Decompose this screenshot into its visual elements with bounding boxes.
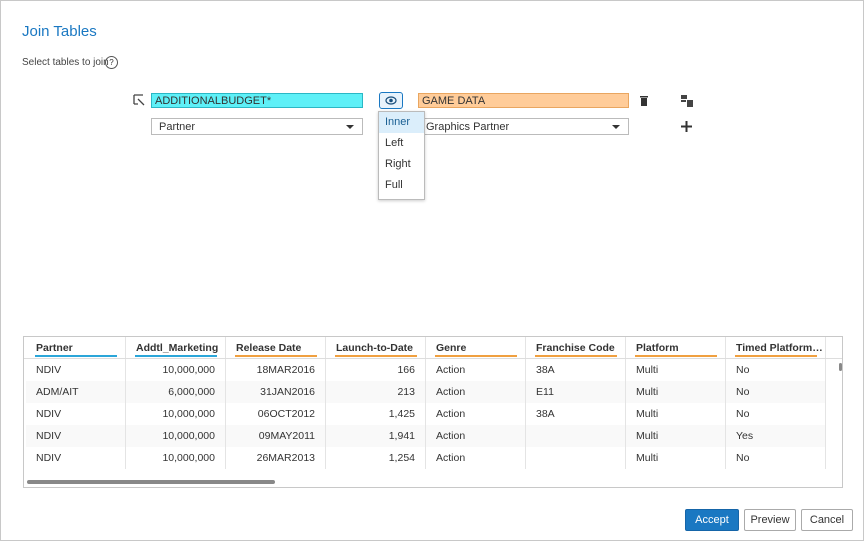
- right-table[interactable]: GAME DATA: [418, 93, 629, 108]
- table-cell: Action: [426, 403, 526, 425]
- column-header[interactable]: Franchise Code: [526, 337, 626, 359]
- join-type-option[interactable]: Right: [385, 158, 411, 170]
- table-cell: 1,254: [326, 447, 426, 469]
- table-cell: Yes: [726, 425, 826, 447]
- preview-button[interactable]: Preview: [744, 509, 796, 531]
- join-type-option[interactable]: Full: [385, 179, 403, 191]
- left-column-select[interactable]: Partner: [151, 118, 363, 135]
- header-underline: [635, 355, 717, 357]
- table-cell: 18MAR2016: [226, 359, 326, 381]
- column-header[interactable]: Addtl_Marketing: [126, 337, 226, 359]
- table-cell: 26MAR2013: [226, 447, 326, 469]
- cancel-button[interactable]: Cancel: [801, 509, 853, 531]
- table-cell: 1,425: [326, 403, 426, 425]
- table-cell: 10,000,000: [126, 359, 226, 381]
- preview-table: Partner Addtl_Marketing Release Date Launch…: [23, 336, 843, 488]
- accept-button[interactable]: Accept: [685, 509, 739, 531]
- table-cell: Action: [426, 381, 526, 403]
- table-cell: ADM/AIT: [26, 381, 126, 403]
- join-type-menu: Inner Left Right Full: [378, 111, 425, 200]
- table-cell: [526, 425, 626, 447]
- column-header[interactable]: Platform: [626, 337, 726, 359]
- header-underline: [335, 355, 417, 357]
- header-underline: [435, 355, 517, 357]
- table-cell: 10,000,000: [126, 447, 226, 469]
- table-cell: 31JAN2016: [226, 381, 326, 403]
- select-icon[interactable]: [133, 94, 145, 106]
- table-cell: [526, 447, 626, 469]
- instruction: Select tables to join: [22, 57, 109, 68]
- table-cell: No: [726, 403, 826, 425]
- join-type-option[interactable]: Inner: [379, 112, 424, 133]
- table-cell: Action: [426, 359, 526, 381]
- table-icon[interactable]: [681, 95, 693, 107]
- table-cell: Multi: [626, 403, 726, 425]
- table-cell: No: [726, 381, 826, 403]
- column-header[interactable]: Release Date: [226, 337, 326, 359]
- table-cell: Multi: [626, 425, 726, 447]
- table-cell: Action: [426, 425, 526, 447]
- table-cell: 10,000,000: [126, 403, 226, 425]
- column-header[interactable]: Launch-to-Date: [326, 337, 426, 359]
- table-cell: Action: [426, 447, 526, 469]
- table-cell: NDIV: [26, 359, 126, 381]
- add-icon[interactable]: [681, 121, 692, 132]
- column-header[interactable]: Genre: [426, 337, 526, 359]
- table-cell: 213: [326, 381, 426, 403]
- table-cell: NDIV: [26, 425, 126, 447]
- join-type-option[interactable]: Left: [385, 137, 404, 149]
- header-rule: [24, 358, 842, 359]
- table-cell: NDIV: [26, 403, 126, 425]
- horizontal-scrollbar: [27, 480, 275, 484]
- table-cell: NDIV: [26, 447, 126, 469]
- table-cell: 09MAY2011: [226, 425, 326, 447]
- view-join-button[interactable]: [379, 92, 403, 109]
- left-table[interactable]: ADDITIONALBUDGET*: [151, 93, 363, 108]
- table-cell: 38A: [526, 359, 626, 381]
- table-cell: 166: [326, 359, 426, 381]
- vertical-scrollbar: [839, 363, 842, 371]
- right-column-select[interactable]: Graphics Partner: [418, 118, 629, 135]
- table-cell: No: [726, 447, 826, 469]
- header-underline: [135, 355, 217, 357]
- help-icon[interactable]: ?: [105, 56, 118, 69]
- dialog-title: Join Tables: [22, 23, 97, 40]
- header-underline: [35, 355, 117, 357]
- table-cell: 38A: [526, 403, 626, 425]
- table-cell: 10,000,000: [126, 425, 226, 447]
- table-cell: E11: [526, 381, 626, 403]
- table-cell: Multi: [626, 447, 726, 469]
- table-cell: 06OCT2012: [226, 403, 326, 425]
- table-cell: Multi: [626, 359, 726, 381]
- column-header[interactable]: Timed Platform…: [726, 337, 826, 359]
- delete-icon[interactable]: [639, 95, 649, 107]
- header-underline: [535, 355, 617, 357]
- header-underline: [735, 355, 817, 357]
- table-cell: No: [726, 359, 826, 381]
- header-underline: [235, 355, 317, 357]
- column-header[interactable]: Partner: [26, 337, 126, 359]
- table-cell: 1,941: [326, 425, 426, 447]
- table-cell: Multi: [626, 381, 726, 403]
- table-cell: 6,000,000: [126, 381, 226, 403]
